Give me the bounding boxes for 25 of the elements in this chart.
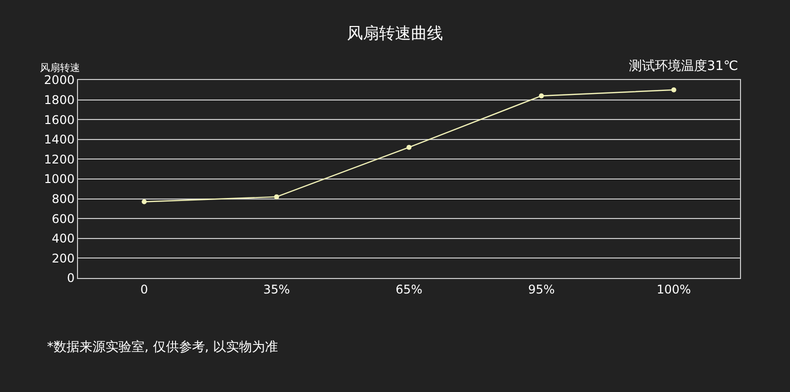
text: 测试环境温度31℃ [629, 58, 738, 74]
y-tick-label: 1000 [44, 172, 75, 186]
y-tick-label: 1800 [44, 93, 75, 107]
y-tick-label: 1600 [44, 112, 75, 127]
y-tick-label: 2000 [44, 73, 75, 88]
x-tick-label: 100% [656, 282, 691, 296]
y-tick-label: 200 [52, 251, 75, 266]
point [671, 87, 676, 92]
x-tick-label: 65% [396, 282, 422, 296]
chart-title: 风扇转速曲线 [347, 24, 443, 43]
y-tick-label: 600 [52, 212, 75, 226]
y-tick-label: 1400 [44, 132, 75, 147]
y-axis-title: 风扇转速 [40, 62, 80, 74]
y-tick-label: 800 [52, 192, 75, 206]
y-tick-label: 0 [66, 271, 75, 286]
text: *数据来源实验室, 仅供参考, 以实物为准 [47, 339, 278, 355]
x-tick-label: 35% [263, 282, 290, 296]
point [538, 93, 544, 98]
x-tick-label: 95% [528, 282, 555, 296]
point [142, 199, 147, 204]
point [274, 194, 280, 200]
point [406, 144, 412, 150]
x-tick-label: 0 [140, 282, 148, 296]
y-tick-label: 400 [52, 232, 75, 246]
y-tick-label: 1200 [44, 152, 75, 166]
